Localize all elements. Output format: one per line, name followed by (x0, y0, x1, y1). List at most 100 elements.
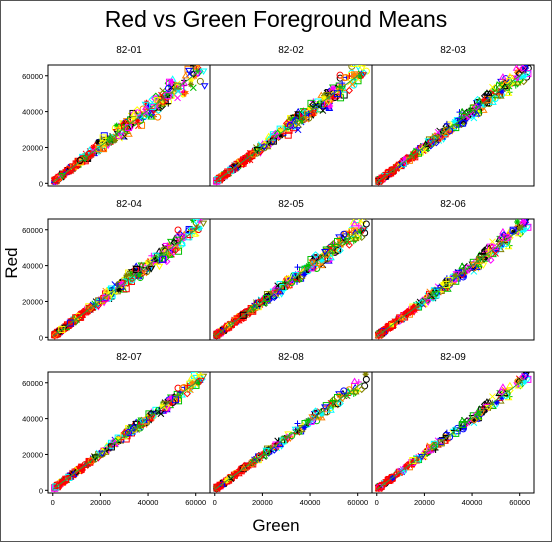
data-point (330, 93, 337, 100)
data-point (383, 325, 392, 333)
data-point (489, 83, 496, 91)
data-point (246, 307, 255, 314)
data-point (250, 459, 257, 466)
data-point (334, 247, 342, 255)
data-point (523, 224, 532, 231)
data-point (270, 293, 278, 302)
data-point (139, 105, 147, 113)
data-point (165, 405, 172, 412)
data-point (276, 440, 285, 448)
data-point (187, 81, 194, 88)
data-point (85, 146, 94, 153)
panel-points (50, 219, 208, 340)
data-point (470, 114, 478, 122)
data-point (475, 107, 482, 114)
data-point (362, 375, 370, 383)
data-point (340, 387, 348, 395)
data-point (414, 455, 422, 463)
data-point (91, 454, 99, 461)
data-point (523, 70, 532, 78)
data-point (133, 426, 140, 433)
x-tick-label: 20000 (90, 498, 111, 507)
data-point (459, 119, 467, 127)
data-point (362, 220, 370, 228)
data-point (317, 413, 326, 421)
data-point (125, 429, 133, 437)
data-point (238, 158, 245, 165)
data-point (442, 435, 451, 442)
data-point (519, 372, 527, 381)
data-point (230, 163, 237, 170)
data-point (287, 121, 295, 129)
data-point (141, 101, 150, 109)
data-point (263, 448, 271, 456)
data-point (117, 132, 125, 140)
data-point (191, 73, 198, 80)
data-point (479, 106, 488, 113)
data-point (130, 425, 138, 433)
data-point (98, 138, 107, 147)
y-tick-label: 0 (39, 179, 43, 188)
data-point (443, 120, 450, 127)
data-point (351, 71, 358, 78)
data-point (311, 407, 320, 415)
x-tick-label: 20000 (414, 498, 435, 507)
data-point (294, 273, 301, 280)
data-point (128, 271, 137, 279)
data-point (189, 84, 197, 92)
data-point (429, 443, 437, 451)
data-point (113, 122, 120, 129)
x-tick-label: 40000 (300, 498, 321, 507)
data-point (443, 281, 451, 289)
data-point (305, 262, 312, 269)
data-point (164, 242, 171, 249)
data-point (452, 124, 460, 132)
data-point (279, 283, 287, 291)
data-point (479, 248, 488, 255)
data-point (336, 399, 344, 408)
data-point (196, 225, 203, 232)
data-point (187, 77, 194, 84)
data-point (480, 102, 487, 109)
trend-line (214, 71, 363, 183)
data-point (338, 240, 346, 248)
data-point (294, 264, 301, 271)
data-point (487, 256, 495, 264)
data-point (524, 70, 532, 78)
data-point (383, 172, 391, 179)
data-point (336, 236, 343, 243)
data-point (451, 118, 458, 125)
data-point (496, 81, 504, 88)
y-tick-label: 60000 (22, 226, 43, 235)
data-point (123, 272, 130, 279)
data-point (521, 379, 528, 386)
data-point (181, 89, 188, 96)
data-point (238, 465, 246, 473)
data-point (470, 265, 477, 272)
data-point (201, 55, 207, 60)
data-point (498, 394, 505, 401)
data-point (339, 80, 346, 87)
data-point (516, 377, 524, 384)
x-tick-label: 60000 (347, 498, 368, 507)
data-point (291, 272, 300, 279)
data-point (359, 54, 365, 60)
panel-82-01: 82-01 0 20000 40000 60000 (22, 45, 211, 188)
data-point (481, 97, 488, 104)
data-point (190, 219, 197, 224)
x-tick-label: 60000 (185, 498, 206, 507)
data-point (442, 122, 450, 130)
data-point (359, 227, 367, 235)
data-point (81, 308, 90, 316)
data-point (475, 102, 482, 109)
x-tick-label: 0 (213, 498, 217, 507)
data-point (168, 394, 175, 401)
data-point (277, 127, 284, 134)
y-tick-label: 20000 (22, 450, 43, 459)
x-tick-label: 0 (375, 498, 379, 507)
data-point (100, 145, 108, 153)
data-point (168, 399, 175, 406)
data-point (76, 157, 84, 165)
x-tick-label: 40000 (462, 498, 483, 507)
data-point (475, 96, 484, 104)
